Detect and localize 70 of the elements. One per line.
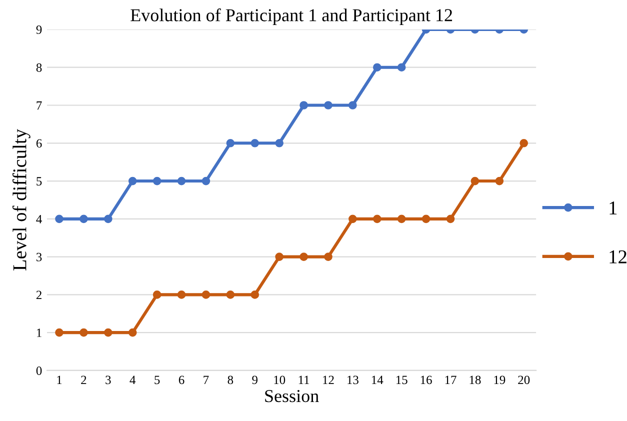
point xyxy=(348,101,357,110)
x-tick-label: 17 xyxy=(445,376,456,384)
x-tick-label: 14 xyxy=(372,376,384,384)
x-tick-label: 15 xyxy=(396,376,408,384)
point xyxy=(372,63,382,72)
x-tick-label: 7 xyxy=(204,376,209,384)
x-tick-label: 13 xyxy=(348,376,358,384)
y-tick-label: 9 xyxy=(36,26,42,34)
point xyxy=(397,63,406,72)
y-tick-label: 1 xyxy=(37,328,42,337)
x-axis-title: Session xyxy=(265,390,319,402)
point xyxy=(446,214,455,224)
point xyxy=(250,138,260,148)
y-tick-label: 5 xyxy=(36,177,42,186)
x-tick-label: 16 xyxy=(420,376,432,384)
point xyxy=(104,328,112,337)
point xyxy=(422,214,430,224)
y-tick-label: 2 xyxy=(36,290,42,300)
x-tick-label: 8 xyxy=(228,376,234,384)
point xyxy=(324,252,332,261)
x-tick-label: 1 xyxy=(57,376,62,384)
y-tick-label: 6 xyxy=(36,139,42,148)
point xyxy=(202,290,210,299)
point xyxy=(275,252,284,261)
point xyxy=(202,176,210,186)
x-tick-label: 10 xyxy=(274,376,286,384)
point xyxy=(128,176,137,186)
legend-label: 1 xyxy=(610,202,617,214)
x-tick-label: 9 xyxy=(252,376,258,384)
x-tick-label: 11 xyxy=(298,376,310,384)
y-tick-label: 4 xyxy=(36,215,42,224)
x-tick-label: 3 xyxy=(106,376,111,384)
y-tick-label: 0 xyxy=(36,366,42,375)
y-tick-label: 8 xyxy=(36,63,42,72)
point xyxy=(226,138,235,148)
point xyxy=(128,328,137,337)
x-tick-label: 19 xyxy=(494,376,506,384)
x-tick-label: 18 xyxy=(470,376,481,384)
point xyxy=(300,252,308,261)
y-tick-label: 7 xyxy=(36,101,42,110)
point xyxy=(80,328,88,337)
point xyxy=(520,138,528,148)
point xyxy=(324,101,332,110)
point xyxy=(152,290,162,299)
point xyxy=(80,214,88,224)
point xyxy=(397,214,406,224)
point xyxy=(348,214,357,224)
x-tick-label: 20 xyxy=(518,376,530,384)
point xyxy=(177,290,186,299)
legend-label: 12 xyxy=(610,250,626,264)
point xyxy=(495,176,504,186)
point xyxy=(470,176,480,186)
point xyxy=(250,290,260,299)
point xyxy=(104,214,112,224)
point xyxy=(226,290,235,299)
x-tick-label: 2 xyxy=(81,376,86,384)
point xyxy=(372,214,382,224)
x-tick-label: 12 xyxy=(323,376,334,384)
point xyxy=(55,328,64,337)
chart-title: Evolution of Participant 1 and Participant 12 xyxy=(130,8,452,25)
x-tick-label: 5 xyxy=(154,376,160,384)
point xyxy=(152,176,162,186)
y-axis-title: Level of difficulty xyxy=(12,128,30,271)
point xyxy=(300,101,308,110)
point xyxy=(275,138,284,148)
point xyxy=(177,176,186,186)
x-tick-label: 6 xyxy=(178,376,184,384)
point xyxy=(55,214,64,224)
y-tick-label: 3 xyxy=(36,252,42,262)
x-tick-label: 4 xyxy=(130,376,136,384)
